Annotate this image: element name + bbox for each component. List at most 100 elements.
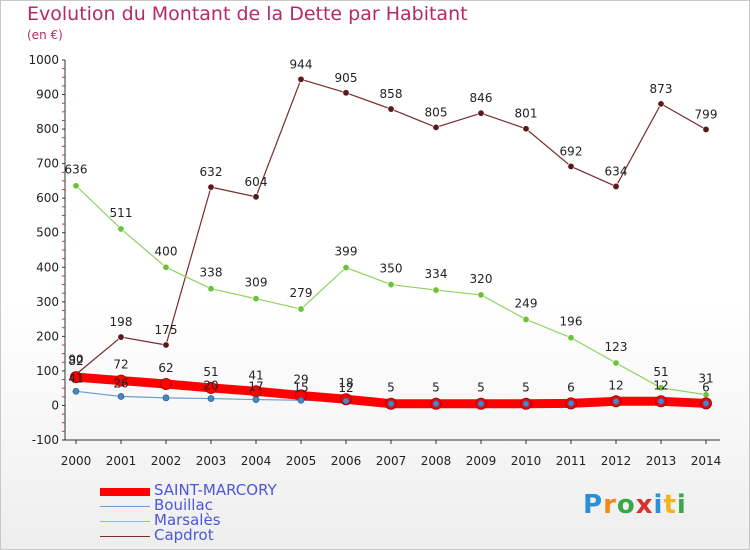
series-point-saint-marcory xyxy=(205,381,217,394)
data-label-bouillac: 15 xyxy=(293,380,308,394)
series-point-marsalès xyxy=(432,286,440,294)
y-tick-label: 1000 xyxy=(28,53,59,67)
data-label-capdrot: 858 xyxy=(380,87,403,101)
data-label-saint-marcory: 41 xyxy=(248,368,263,382)
series-point-bouillac xyxy=(477,400,485,408)
chart-axes: -100 0 100 200 300 400 500 600 700 800 900 1000 2000… xyxy=(28,53,721,468)
series-point-capdrot xyxy=(432,123,440,131)
data-label-capdrot: 198 xyxy=(110,315,133,329)
data-label-capdrot: 799 xyxy=(695,107,718,121)
x-tick-label: 2010 xyxy=(511,454,542,468)
data-label-saint-marcory: 12 xyxy=(653,378,668,392)
x-tick-label: 2013 xyxy=(646,454,677,468)
series-point-marsalès xyxy=(567,334,575,342)
series-point-capdrot xyxy=(702,125,710,133)
chart-title: Evolution du Montant de la Dette par Hab… xyxy=(27,3,468,25)
x-tick-label: 2002 xyxy=(151,454,182,468)
legend-swatch-saint-marcory xyxy=(100,488,150,496)
y-tick-label: 800 xyxy=(36,122,59,136)
legend-swatch-bouillac xyxy=(100,506,150,507)
series-point-marsalès xyxy=(252,295,260,303)
series-point-capdrot xyxy=(207,183,215,191)
x-tick-label: 2000 xyxy=(61,454,92,468)
data-label-capdrot: 801 xyxy=(515,107,538,121)
data-label-saint-marcory: 6 xyxy=(567,380,575,394)
data-label-marsalès: 249 xyxy=(515,296,538,310)
series-point-marsalès xyxy=(612,359,620,367)
series-point-capdrot xyxy=(342,89,350,97)
data-label-bouillac: 41 xyxy=(68,371,83,385)
series-point-bouillac xyxy=(162,394,170,402)
data-label-saint-marcory: 6 xyxy=(702,380,710,394)
y-tick-label: 500 xyxy=(36,226,59,240)
series-point-saint-marcory xyxy=(160,378,172,391)
series-point-bouillac xyxy=(702,400,710,407)
chart-data-labels: 82 72 62 51 41 29 18 5 5 5 5 6 12 12 6 41 26 20 17 15 12 636 5… xyxy=(65,57,718,395)
series-point-marsalès xyxy=(297,305,305,313)
data-label-marsalès: 309 xyxy=(245,276,268,290)
series-point-marsalès xyxy=(657,384,665,392)
x-tick-label: 2011 xyxy=(556,454,587,468)
proxiti-logo: Proxiti xyxy=(583,490,687,520)
y-tick-label: 400 xyxy=(36,260,59,274)
data-label-saint-marcory: 5 xyxy=(522,381,530,395)
data-label-saint-marcory: 5 xyxy=(477,381,485,395)
series-point-bouillac xyxy=(612,398,620,405)
data-label-saint-marcory: 51 xyxy=(203,365,218,379)
data-label-marsalès: 51 xyxy=(653,365,668,379)
series-point-bouillac xyxy=(387,400,395,408)
data-label-marsalès: 350 xyxy=(380,262,403,276)
series-point-bouillac xyxy=(522,400,530,408)
series-point-bouillac xyxy=(657,398,665,405)
series-point-capdrot xyxy=(162,341,170,349)
series-point-marsalès xyxy=(522,315,530,323)
data-label-bouillac: 12 xyxy=(338,381,353,395)
data-label-bouillac: 17 xyxy=(248,380,263,394)
chart-lines xyxy=(70,75,712,410)
legend-swatch-marsales xyxy=(100,521,150,522)
data-label-saint-marcory: 62 xyxy=(158,361,173,375)
chart-subtitle: (en €) xyxy=(27,28,63,42)
y-tick-label: 900 xyxy=(36,88,59,102)
x-tick-label: 2003 xyxy=(196,454,227,468)
y-tick-label: 300 xyxy=(36,295,59,309)
x-tick-label: 2006 xyxy=(331,454,362,468)
series-point-capdrot xyxy=(567,162,575,170)
x-tick-label: 2007 xyxy=(376,454,407,468)
x-tick-label: 2014 xyxy=(691,454,722,468)
data-label-marsalès: 338 xyxy=(200,266,223,280)
data-label-saint-marcory: 72 xyxy=(113,358,128,372)
series-point-marsalès xyxy=(72,182,80,190)
data-label-bouillac: 20 xyxy=(203,379,218,393)
x-tick-label: 2009 xyxy=(466,454,497,468)
series-point-marsalès xyxy=(162,263,170,271)
series-point-capdrot xyxy=(612,182,620,190)
data-label-saint-marcory: 29 xyxy=(293,372,308,386)
series-point-capdrot xyxy=(657,100,665,108)
series-point-capdrot xyxy=(387,105,395,113)
series-point-capdrot xyxy=(252,193,260,201)
series-point-capdrot xyxy=(297,75,305,83)
data-label-marsalès: 123 xyxy=(605,340,628,354)
series-point-marsalès xyxy=(477,291,485,299)
data-label-capdrot: 90 xyxy=(68,352,83,366)
x-tick-label: 2008 xyxy=(421,454,452,468)
series-point-bouillac xyxy=(117,393,125,400)
data-label-marsalès: 320 xyxy=(470,272,493,286)
series-point-bouillac xyxy=(252,396,260,403)
data-label-capdrot: 846 xyxy=(470,91,493,105)
data-label-marsalès: 400 xyxy=(155,244,178,258)
x-tick-label: 2004 xyxy=(241,454,272,468)
series-point-bouillac xyxy=(72,387,80,395)
data-label-saint-marcory: 12 xyxy=(608,378,623,392)
data-label-capdrot: 632 xyxy=(200,165,223,179)
data-label-capdrot: 944 xyxy=(290,57,313,71)
series-point-bouillac xyxy=(432,400,440,408)
data-label-capdrot: 692 xyxy=(560,144,583,158)
series-point-bouillac xyxy=(567,400,575,407)
data-label-capdrot: 805 xyxy=(425,105,448,119)
data-label-marsalès: 511 xyxy=(110,206,133,220)
y-tick-label: -100 xyxy=(32,433,59,447)
